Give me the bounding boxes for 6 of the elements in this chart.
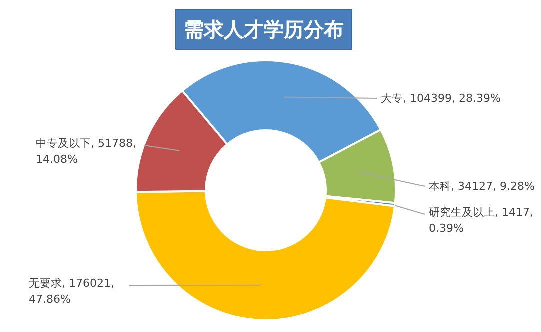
slice-label: 研究生及以上, 1417, 0.39% — [429, 206, 534, 235]
slice-label: 中专及以下, 51788, 14.08% — [36, 137, 136, 166]
chart-title: 需求人才学历分布 — [184, 18, 344, 42]
slice-label: 大专, 104399, 28.39% — [381, 92, 501, 105]
slice-label: 无要求, 176021, 47.86% — [29, 277, 114, 306]
slice-label: 本科, 34127, 9.28% — [429, 180, 535, 193]
